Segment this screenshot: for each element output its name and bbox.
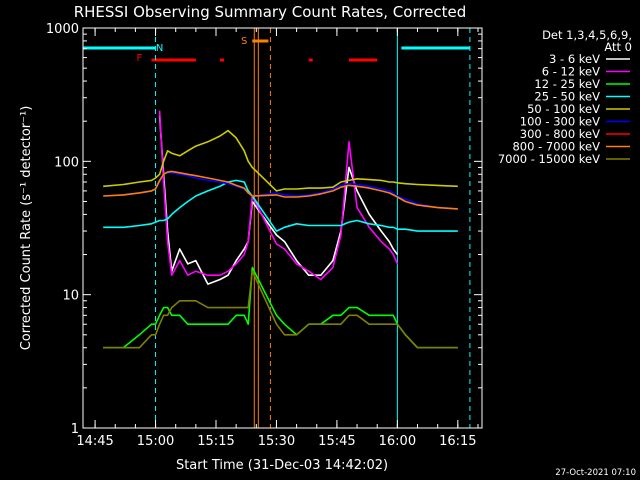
x-tick-label: 16:00 [379, 434, 416, 449]
marker-f: F [137, 53, 143, 64]
y-axis-label: Corrected Count Rate (s⁻¹ detector⁻¹) [19, 106, 34, 351]
plot-frame [82, 27, 483, 429]
series-line-3-6-kev [158, 115, 399, 285]
series-line-12-25-kev [103, 266, 458, 349]
series-line-7000-15000-kev [103, 270, 458, 349]
y-tick-label: 1000 [46, 22, 79, 37]
legend-header-line-2: Att 0 [604, 40, 632, 54]
x-tick-label: 15:00 [137, 434, 174, 449]
legend-entry-label: 7000 - 15000 keV [498, 152, 600, 166]
legend-entry-label: 300 - 800 keV [520, 127, 600, 141]
x-axis-label: Start Time (31-Dec-03 14:42:02) [176, 458, 388, 473]
series-line-6-12-kev [158, 110, 399, 281]
x-tick-label: 15:15 [197, 434, 234, 449]
chart-title: RHESSI Observing Summary Count Rates, Co… [74, 3, 467, 21]
x-tick-label: 15:30 [258, 434, 295, 449]
series-line-300-800-kev [103, 170, 458, 210]
legend-entry-label: 50 - 100 keV [527, 102, 600, 116]
x-tick-label: 15:45 [318, 434, 355, 449]
legend-header-line-1: Det 1,3,4,5,6,9, [542, 28, 632, 42]
y-tick-label: 100 [54, 155, 79, 170]
plot-area: F N S [83, 28, 471, 428]
legend-entry-label: 25 - 50 keV [534, 90, 600, 104]
x-tick-label: 16:15 [439, 434, 476, 449]
x-tick-label: 14:45 [76, 434, 113, 449]
x-axis: 14:45 15:00 15:15 15:30 15:45 16:00 16:15 [76, 28, 479, 449]
series-line-50-100-kev [103, 129, 458, 192]
legend-entry-label: 6 - 12 keV [542, 65, 600, 79]
marker-n: N [156, 43, 163, 54]
footer-timestamp: 27-Oct-2021 07:10 [555, 468, 636, 478]
y-tick-label: 10 [62, 289, 79, 304]
marker-s: S [241, 36, 247, 47]
y-tick-label: 1 [71, 422, 79, 437]
legend-entry-label: 100 - 300 keV [520, 115, 600, 129]
legend-entry-label: 12 - 25 keV [534, 77, 600, 91]
legend-entry-label: 3 - 6 keV [549, 52, 600, 66]
y-axis: 1 10 100 1000 [46, 22, 482, 437]
legend-entry-label: 800 - 7000 keV [512, 140, 600, 154]
